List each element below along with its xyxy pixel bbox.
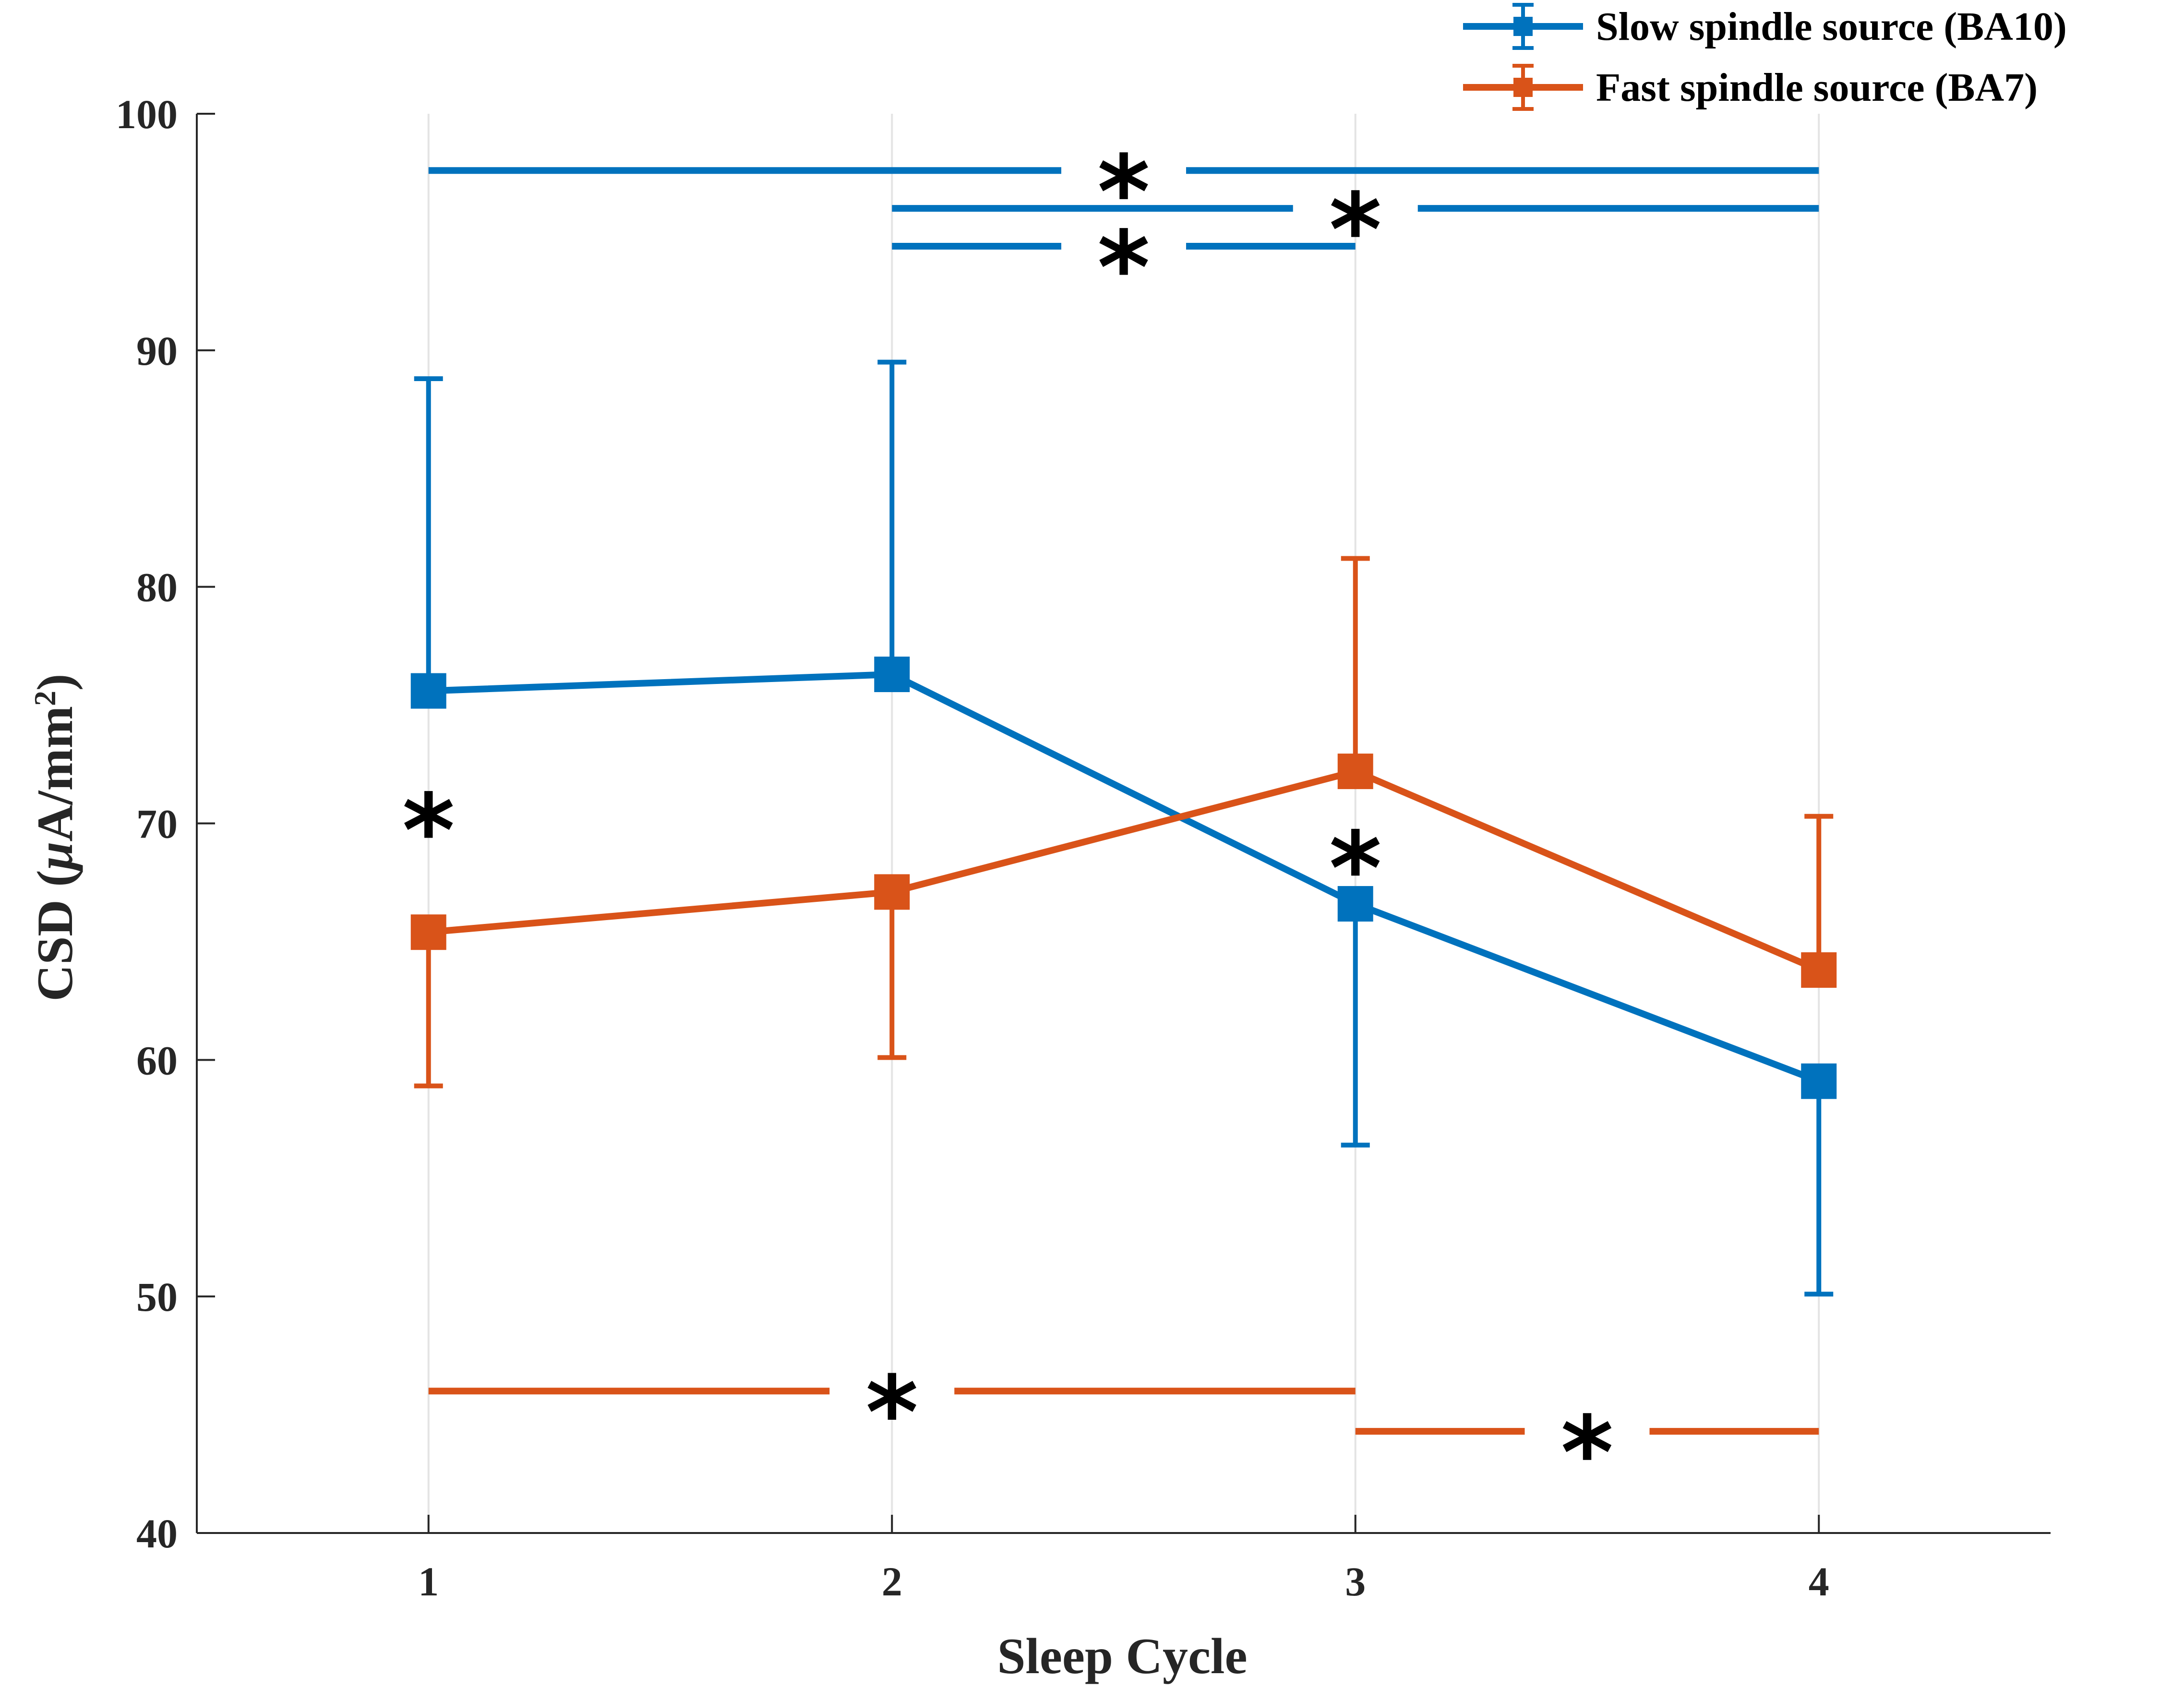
significance-brackets: * *** * bbox=[428, 133, 1819, 1512]
significance-star-4: * bbox=[865, 1354, 918, 1472]
series-2-line bbox=[428, 768, 1821, 973]
y-tick-label-50: 50 bbox=[136, 1274, 178, 1320]
series-1-line bbox=[428, 671, 1820, 1085]
series-1-point-4 bbox=[1801, 1063, 1837, 1099]
legend-label-2: Fast spindle source (BA7) bbox=[1596, 65, 2038, 110]
y-axis-label-superscript: 2 bbox=[28, 691, 62, 706]
y-tick-label-80: 80 bbox=[136, 564, 178, 611]
series-2-point-4 bbox=[1801, 952, 1837, 988]
significance-star-3: * bbox=[1097, 209, 1150, 327]
x-tick-label-1: 1 bbox=[418, 1558, 439, 1605]
series-2-point-2 bbox=[874, 874, 910, 910]
point-annotation-star-1: * bbox=[402, 772, 455, 890]
point-annotations: * * bbox=[402, 772, 1382, 928]
y-tick-label-90: 90 bbox=[136, 328, 178, 374]
axes: 40 50 60 70 80 90 100 1 2 3 4 bbox=[116, 91, 2051, 1605]
point-annotation-star-2: * bbox=[1329, 810, 1382, 928]
series-2 bbox=[410, 556, 1837, 1089]
legend-marker-1 bbox=[1513, 17, 1533, 36]
significance-star-1: * bbox=[1097, 133, 1150, 251]
legend-label-1: Slow spindle source (BA10) bbox=[1596, 4, 2067, 49]
series-2-point-1 bbox=[410, 914, 446, 950]
x-tick-label-2: 2 bbox=[882, 1558, 902, 1605]
series-1-point-1 bbox=[410, 673, 446, 709]
series-1-point-3 bbox=[1337, 886, 1373, 922]
series-2-point-3 bbox=[1337, 754, 1373, 790]
legend: Slow spindle source (BA10) Fast spindle s… bbox=[1463, 3, 2067, 111]
y-tick-label-100: 100 bbox=[116, 91, 178, 137]
significance-star-5: * bbox=[1561, 1394, 1614, 1512]
x-tick-label-4: 4 bbox=[1809, 1558, 1829, 1605]
series-1 bbox=[410, 359, 1837, 1297]
y-axis-label-mu: μ bbox=[27, 842, 83, 873]
y-tick-label-40: 40 bbox=[136, 1510, 178, 1557]
y-tick-label-60: 60 bbox=[136, 1037, 178, 1083]
y-axis-label-unit: A/mm bbox=[27, 706, 83, 842]
y-tick-label-70: 70 bbox=[136, 801, 178, 847]
series-1-point-2 bbox=[874, 657, 910, 693]
x-axis-label: Sleep Cycle bbox=[997, 1628, 1247, 1684]
y-axis-label-suffix: ) bbox=[27, 674, 83, 691]
y-axis-label-prefix: CSD ( bbox=[27, 870, 83, 1002]
y-axis-label: CSD (μA/mm2) bbox=[27, 674, 83, 1002]
significance-star-2: * bbox=[1329, 171, 1382, 289]
data-series bbox=[410, 359, 1837, 1297]
legend-marker-2 bbox=[1513, 78, 1533, 97]
x-tick-label-3: 3 bbox=[1345, 1558, 1366, 1605]
